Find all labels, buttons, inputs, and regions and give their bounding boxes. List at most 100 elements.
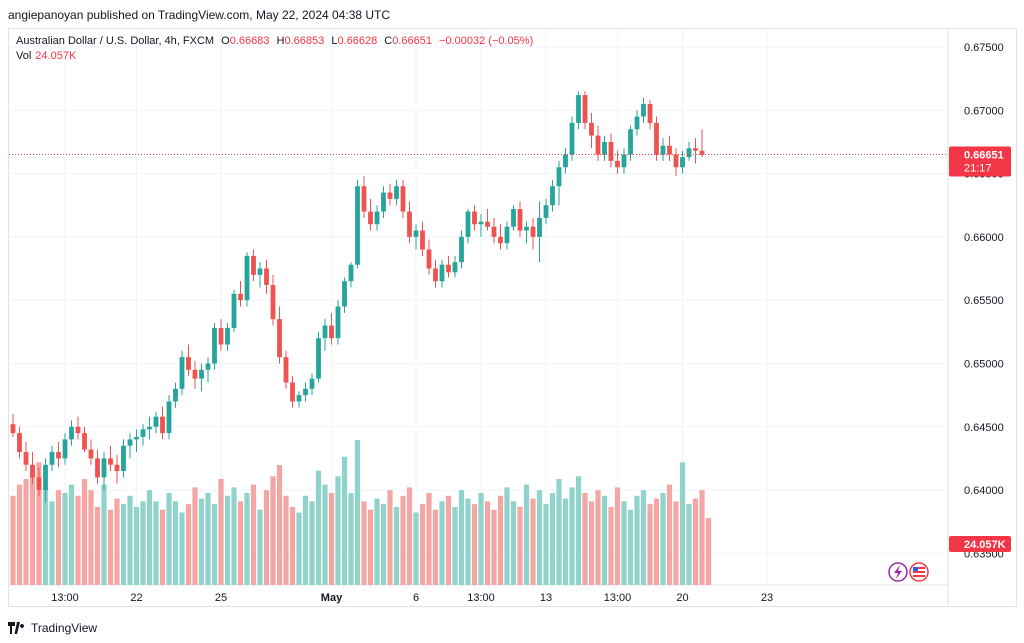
candle-body [498, 236, 503, 244]
volume-bar [458, 490, 465, 585]
candle-body [309, 378, 315, 389]
price-tick-label: 0.66000 [964, 232, 1004, 244]
candle-body [231, 293, 237, 329]
volume-bar [257, 509, 263, 585]
candle-body [75, 426, 81, 434]
volume-bar [406, 487, 413, 585]
candle [602, 135, 607, 161]
candle-body [387, 192, 393, 199]
candle-body [212, 328, 217, 364]
volume-bar [172, 501, 179, 585]
volume-value: 24.057K [35, 50, 77, 62]
candle [699, 129, 705, 158]
candle-body [641, 103, 646, 117]
candle-body [192, 369, 198, 379]
candle [316, 331, 321, 383]
volume-bar [263, 490, 270, 585]
volume-bar [484, 501, 491, 585]
candle-body [699, 150, 705, 155]
candle-body [485, 221, 490, 227]
close-label: C [384, 35, 393, 47]
candle [108, 445, 113, 472]
volume-bar [322, 484, 328, 585]
volume-bar [244, 492, 250, 585]
candle [348, 262, 354, 288]
candle-body [173, 388, 178, 402]
candle [30, 452, 35, 484]
volume-bar [575, 476, 582, 585]
candle [75, 416, 81, 440]
volume-bar [660, 492, 666, 585]
candle-body [556, 167, 562, 187]
volume-bar [309, 501, 315, 585]
volume-bar [49, 501, 55, 585]
candle [270, 274, 276, 326]
close-value: 0.66651 [392, 35, 432, 47]
candle-body [602, 141, 607, 155]
volume-bar [107, 509, 114, 585]
volume-bar [23, 479, 29, 585]
candle-body [615, 160, 620, 168]
candle-body [127, 439, 133, 446]
candle-body [621, 154, 627, 168]
flag-stripe [913, 573, 925, 575]
volume-bar [101, 484, 107, 585]
candle-body [244, 255, 250, 301]
candle-body [589, 122, 594, 136]
candle [361, 176, 367, 218]
candle [257, 262, 263, 288]
candle [179, 350, 185, 396]
bar-countdown: 21:17 [964, 162, 992, 174]
time-tick-label: 23 [761, 592, 773, 604]
time-axis: 13:00 22 25 May 6 13:00 13 13:00 20 23 [51, 592, 773, 604]
volume-bar [523, 484, 530, 585]
candle-body [270, 284, 276, 320]
volume-bar [224, 495, 231, 585]
candle [62, 433, 68, 465]
volume-bar [341, 456, 348, 585]
volume-tag-bg [949, 536, 1011, 552]
candle-body [49, 452, 55, 465]
candle-body [121, 445, 126, 472]
candle-body [686, 148, 692, 158]
lightning-glyph [894, 565, 902, 579]
candle [524, 221, 529, 244]
volume-bar [218, 479, 224, 585]
volume-bar [205, 492, 211, 585]
chart-frame[interactable] [8, 28, 1017, 607]
footer-branding: TradingView [8, 618, 97, 638]
candle [218, 319, 224, 351]
volume-bar [62, 492, 68, 585]
candle-body [400, 186, 406, 212]
price-tick-label: 0.67500 [964, 42, 1004, 54]
candle [153, 411, 159, 434]
candle [95, 449, 100, 484]
volume-bar [296, 512, 302, 585]
volume-bar [445, 495, 452, 585]
candle [17, 426, 22, 459]
volume-bar [601, 495, 608, 585]
volume-bar [608, 506, 614, 585]
volume-bar [250, 484, 257, 585]
volume-bar [192, 487, 198, 585]
candle [238, 281, 243, 307]
candle [309, 373, 315, 396]
volume-bar [478, 492, 484, 585]
time-tick-label: 13:00 [467, 592, 495, 604]
candle-body [82, 433, 87, 450]
candle-body [88, 449, 94, 459]
candle [322, 319, 328, 351]
volume-bar [705, 518, 712, 585]
candle [530, 217, 536, 250]
price-axis: 0.675000.670000.665000.660000.655000.650… [964, 42, 1004, 560]
volume-bar [413, 512, 419, 585]
candle [628, 125, 633, 161]
candle [212, 322, 217, 370]
candle-body [576, 95, 581, 123]
symbol-name[interactable]: Australian Dollar / U.S. Dollar, 4h, FXC… [16, 35, 215, 47]
candle [166, 395, 172, 440]
candle [543, 198, 549, 225]
candle [673, 148, 679, 177]
candle [608, 133, 614, 168]
